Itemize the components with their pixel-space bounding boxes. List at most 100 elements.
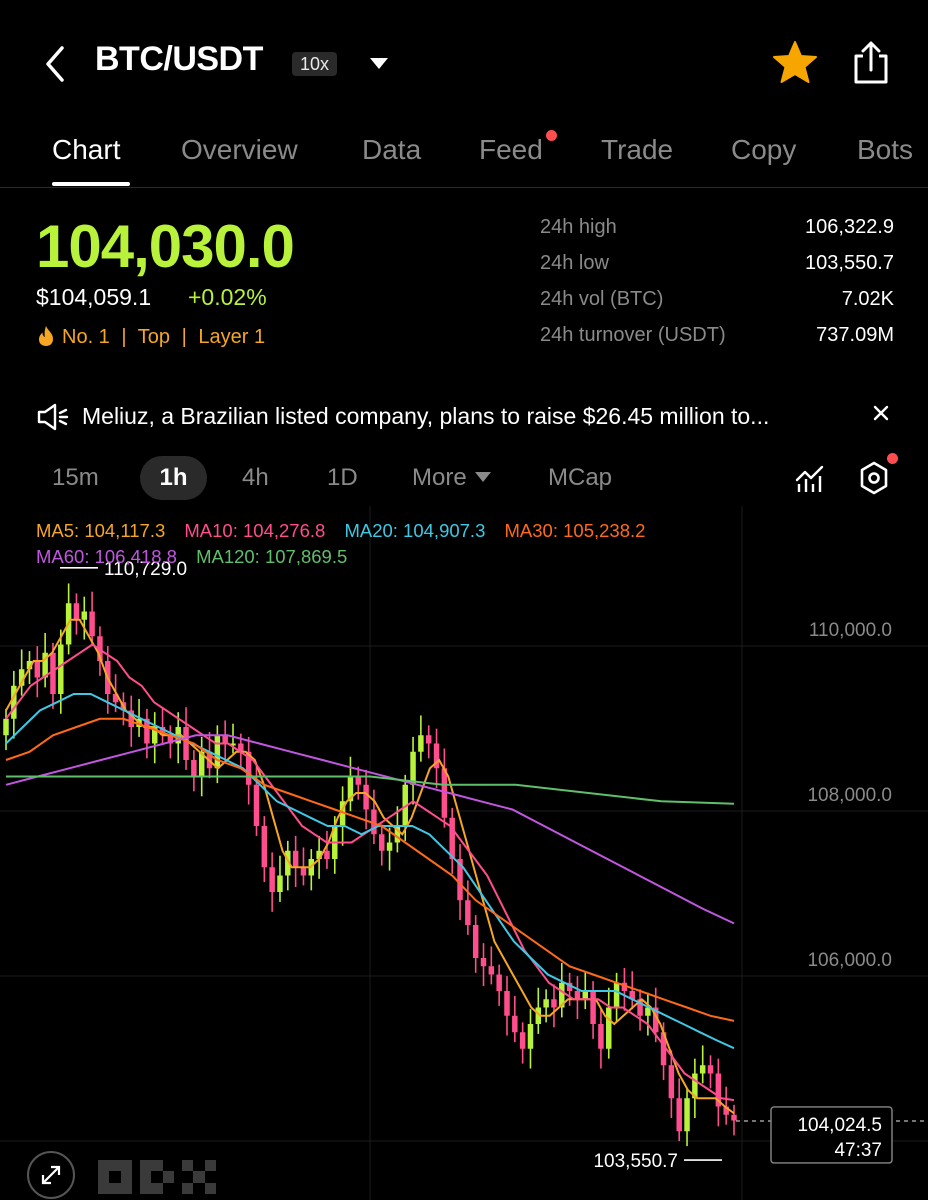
candle-body[interactable]	[50, 652, 56, 694]
current-price-box[interactable]	[770, 1106, 893, 1164]
candle-body[interactable]	[512, 1015, 518, 1033]
candle-body[interactable]	[684, 1098, 690, 1132]
news-banner[interactable]: Meliuz, a Brazilian listed company, plan…	[36, 398, 896, 438]
candle-body[interactable]	[692, 1073, 698, 1099]
candle-body[interactable]	[339, 801, 346, 826]
share-icon[interactable]	[850, 40, 892, 86]
candle-body[interactable]	[457, 859, 463, 901]
interval-more[interactable]: More	[412, 464, 491, 492]
chart-canvas[interactable]: 110,000.0108,000.0106,000.0104,000.0110,…	[0, 506, 928, 1200]
close-icon[interactable]	[872, 404, 890, 422]
candle-body[interactable]	[42, 652, 48, 678]
candlestick-chart[interactable]: 110,000.0108,000.0106,000.0104,000.0110,…	[0, 506, 928, 1200]
candle-body[interactable]	[621, 982, 628, 991]
pair-title[interactable]: BTC/USDT	[95, 40, 263, 78]
favorite-star-icon[interactable]	[770, 40, 820, 86]
candle-body[interactable]	[425, 735, 432, 744]
candle-body[interactable]	[355, 776, 361, 785]
tab-trade[interactable]: Trade	[601, 134, 674, 165]
candle-body[interactable]	[128, 710, 134, 728]
tag-layer1[interactable]: Layer 1	[198, 326, 266, 348]
candle-body[interactable]	[34, 661, 41, 678]
fullscreen-expand-icon[interactable]	[26, 1150, 76, 1200]
candle-body[interactable]	[441, 768, 448, 818]
news-headline[interactable]: Meliuz, a Brazilian listed company, plan…	[82, 403, 770, 429]
candle-body[interactable]	[645, 1007, 651, 1016]
candle-body[interactable]	[598, 1024, 604, 1049]
candle-body[interactable]	[590, 991, 596, 1024]
candle-body[interactable]	[699, 1065, 706, 1074]
candle-body[interactable]	[11, 685, 17, 719]
candle-body[interactable]	[394, 826, 401, 843]
candle-body[interactable]	[535, 1007, 542, 1025]
candle-body[interactable]	[285, 850, 291, 876]
candle-body[interactable]	[371, 809, 377, 835]
interval-1h[interactable]: 1h	[140, 456, 207, 500]
candle-body[interactable]	[112, 694, 119, 703]
candle-body[interactable]	[551, 999, 557, 1008]
candle-body[interactable]	[637, 999, 643, 1016]
candle-body[interactable]	[230, 743, 236, 746]
candle-body[interactable]	[582, 991, 589, 1000]
candle-body[interactable]	[347, 776, 354, 802]
candle-body[interactable]	[222, 735, 228, 744]
candle-body[interactable]	[159, 727, 166, 736]
candle-body[interactable]	[379, 834, 385, 851]
candle-body[interactable]	[277, 875, 283, 893]
tab-chart[interactable]: Chart	[52, 134, 121, 165]
candle-body[interactable]	[18, 669, 25, 686]
candle-body[interactable]	[543, 999, 549, 1008]
candle-body[interactable]	[606, 1007, 612, 1049]
tab-bots[interactable]: Bots	[857, 134, 914, 165]
candle-body[interactable]	[559, 982, 565, 1008]
candle-body[interactable]	[731, 1114, 737, 1121]
candle-body[interactable]	[723, 1106, 729, 1115]
candle-body[interactable]	[58, 644, 64, 695]
candle-body[interactable]	[613, 982, 620, 1008]
candle-body[interactable]	[89, 611, 95, 637]
candle-body[interactable]	[3, 718, 9, 736]
tag-top[interactable]: Top	[137, 326, 171, 348]
candle-body[interactable]	[449, 817, 455, 859]
candle-body[interactable]	[81, 611, 88, 620]
candle-body[interactable]	[433, 743, 440, 769]
interval-mcap[interactable]: MCap	[548, 464, 613, 491]
candle-body[interactable]	[410, 751, 416, 785]
candle-body[interactable]	[269, 867, 275, 892]
candle-body[interactable]	[261, 826, 268, 868]
candle-body[interactable]	[292, 850, 299, 868]
candle-body[interactable]	[245, 751, 252, 785]
candle-body[interactable]	[324, 850, 330, 859]
candle-body[interactable]	[73, 603, 80, 620]
tab-feed[interactable]: Feed	[479, 134, 543, 165]
candle-body[interactable]	[527, 1024, 534, 1049]
candle-body[interactable]	[253, 784, 260, 826]
candle-body[interactable]	[496, 974, 502, 992]
candle-body[interactable]	[363, 784, 369, 810]
candle-body[interactable]	[629, 991, 635, 1000]
candle-body[interactable]	[183, 727, 189, 760]
candle-body[interactable]	[198, 751, 205, 777]
candle-body[interactable]	[386, 842, 393, 851]
candle-body[interactable]	[707, 1065, 714, 1074]
interval-1d[interactable]: 1D	[327, 464, 358, 491]
candle-body[interactable]	[151, 727, 158, 744]
interval-4h[interactable]: 4h	[242, 464, 269, 491]
tab-copy[interactable]: Copy	[731, 134, 797, 165]
candle-body[interactable]	[418, 735, 424, 752]
candle-body[interactable]	[26, 661, 33, 670]
settings-hexagon-icon[interactable]	[858, 460, 890, 496]
candle-body[interactable]	[300, 867, 307, 876]
candle-body[interactable]	[676, 1098, 682, 1132]
tag-rank[interactable]: No. 1	[62, 326, 110, 348]
candle-body[interactable]	[660, 1032, 667, 1066]
candle-body[interactable]	[504, 991, 510, 1016]
indicator-icon[interactable]	[794, 462, 826, 494]
candle-body[interactable]	[214, 735, 221, 769]
candle-body[interactable]	[480, 958, 487, 967]
pair-dropdown-icon[interactable]	[368, 55, 390, 71]
interval-15m[interactable]: 15m	[52, 464, 99, 491]
candle-body[interactable]	[472, 925, 479, 958]
candle-body[interactable]	[715, 1073, 722, 1107]
candle-body[interactable]	[191, 760, 197, 777]
